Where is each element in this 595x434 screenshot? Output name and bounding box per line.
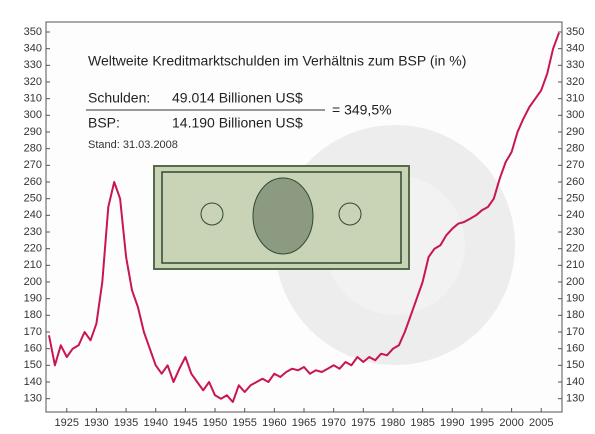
y-tick-label-right: 350: [566, 26, 584, 38]
y-tick-label: 350: [24, 26, 42, 38]
y-tick-label: 130: [24, 393, 42, 405]
x-tick-label: 1985: [410, 417, 434, 429]
x-tick-label: 1935: [114, 417, 138, 429]
y-tick-label-right: 290: [566, 126, 584, 138]
y-tick-label-right: 190: [566, 293, 584, 305]
y-tick-label: 170: [24, 326, 42, 338]
y-tick-label-right: 230: [566, 226, 584, 238]
x-tick-label: 1930: [84, 417, 108, 429]
ratio-result: = 349,5%: [332, 102, 392, 118]
y-tick-label: 210: [24, 259, 42, 271]
y-tick-label-right: 260: [566, 176, 584, 188]
y-tick-label-right: 250: [566, 193, 584, 205]
y-tick-label-right: 320: [566, 76, 584, 88]
y-tick-label-right: 180: [566, 309, 584, 321]
debt-value: 49.014 Billionen US$: [172, 90, 303, 106]
y-tick-label-right: 300: [566, 109, 584, 121]
x-tick-label: 1960: [262, 417, 286, 429]
gdp-label: BSP:: [88, 115, 120, 131]
y-tick-label: 190: [24, 293, 42, 305]
gdp-value: 14.190 Billionen US$: [172, 115, 303, 131]
y-tick-label: 240: [24, 209, 42, 221]
y-tick-label-right: 140: [566, 376, 584, 388]
bill-seal: [200, 202, 224, 226]
x-tick-label: 1990: [440, 417, 464, 429]
y-tick-label: 270: [24, 159, 42, 171]
y-tick-label: 230: [24, 226, 42, 238]
y-tick-label-right: 200: [566, 276, 584, 288]
y-tick-label-right: 330: [566, 59, 584, 71]
y-tick-label-right: 170: [566, 326, 584, 338]
y-tick-label: 260: [24, 176, 42, 188]
y-tick-label: 320: [24, 76, 42, 88]
chart-title: Weltweite Kreditmarktschulden im Verhält…: [88, 53, 466, 69]
bill-border: [161, 171, 402, 264]
y-tick-label: 300: [24, 109, 42, 121]
x-tick-label: 1995: [470, 417, 494, 429]
y-tick-label-right: 220: [566, 243, 584, 255]
y-tick-label: 280: [24, 143, 42, 155]
debt-label: Schulden:: [88, 90, 150, 106]
x-tick-label: 1975: [351, 417, 375, 429]
y-tick-label: 220: [24, 243, 42, 255]
y-tick-label-right: 280: [566, 143, 584, 155]
x-tick-label: 1950: [203, 417, 227, 429]
y-tick-label-right: 270: [566, 159, 584, 171]
y-tick-label-right: 210: [566, 259, 584, 271]
y-tick-label: 140: [24, 376, 42, 388]
x-tick-label: 2000: [499, 417, 523, 429]
date-note: Stand: 31.03.2008: [88, 139, 178, 151]
bill-seal: [338, 202, 362, 226]
x-tick-label: 1940: [143, 417, 167, 429]
y-tick-label-right: 310: [566, 93, 584, 105]
y-tick-label-right: 130: [566, 393, 584, 405]
x-tick-label: 1945: [173, 417, 197, 429]
data-line: [48, 32, 560, 403]
x-tick-label: 2005: [529, 417, 553, 429]
x-tick-label: 1980: [381, 417, 405, 429]
y-tick-label-right: 160: [566, 343, 584, 355]
x-tick-label: 1955: [232, 417, 256, 429]
y-tick-label: 290: [24, 126, 42, 138]
y-tick-label: 200: [24, 276, 42, 288]
x-tick-label: 1925: [55, 417, 79, 429]
y-tick-label: 160: [24, 343, 42, 355]
y-tick-label: 330: [24, 59, 42, 71]
y-tick-label: 180: [24, 309, 42, 321]
y-tick-label-right: 340: [566, 43, 584, 55]
y-tick-label-right: 150: [566, 359, 584, 371]
dollar-bill: [153, 165, 410, 270]
y-tick-label: 150: [24, 359, 42, 371]
y-tick-label-right: 240: [566, 209, 584, 221]
x-tick-label: 1965: [292, 417, 316, 429]
y-tick-label: 250: [24, 193, 42, 205]
bill-portrait: [252, 177, 314, 255]
x-tick-label: 1970: [321, 417, 345, 429]
y-tick-label: 340: [24, 43, 42, 55]
y-tick-label: 310: [24, 93, 42, 105]
